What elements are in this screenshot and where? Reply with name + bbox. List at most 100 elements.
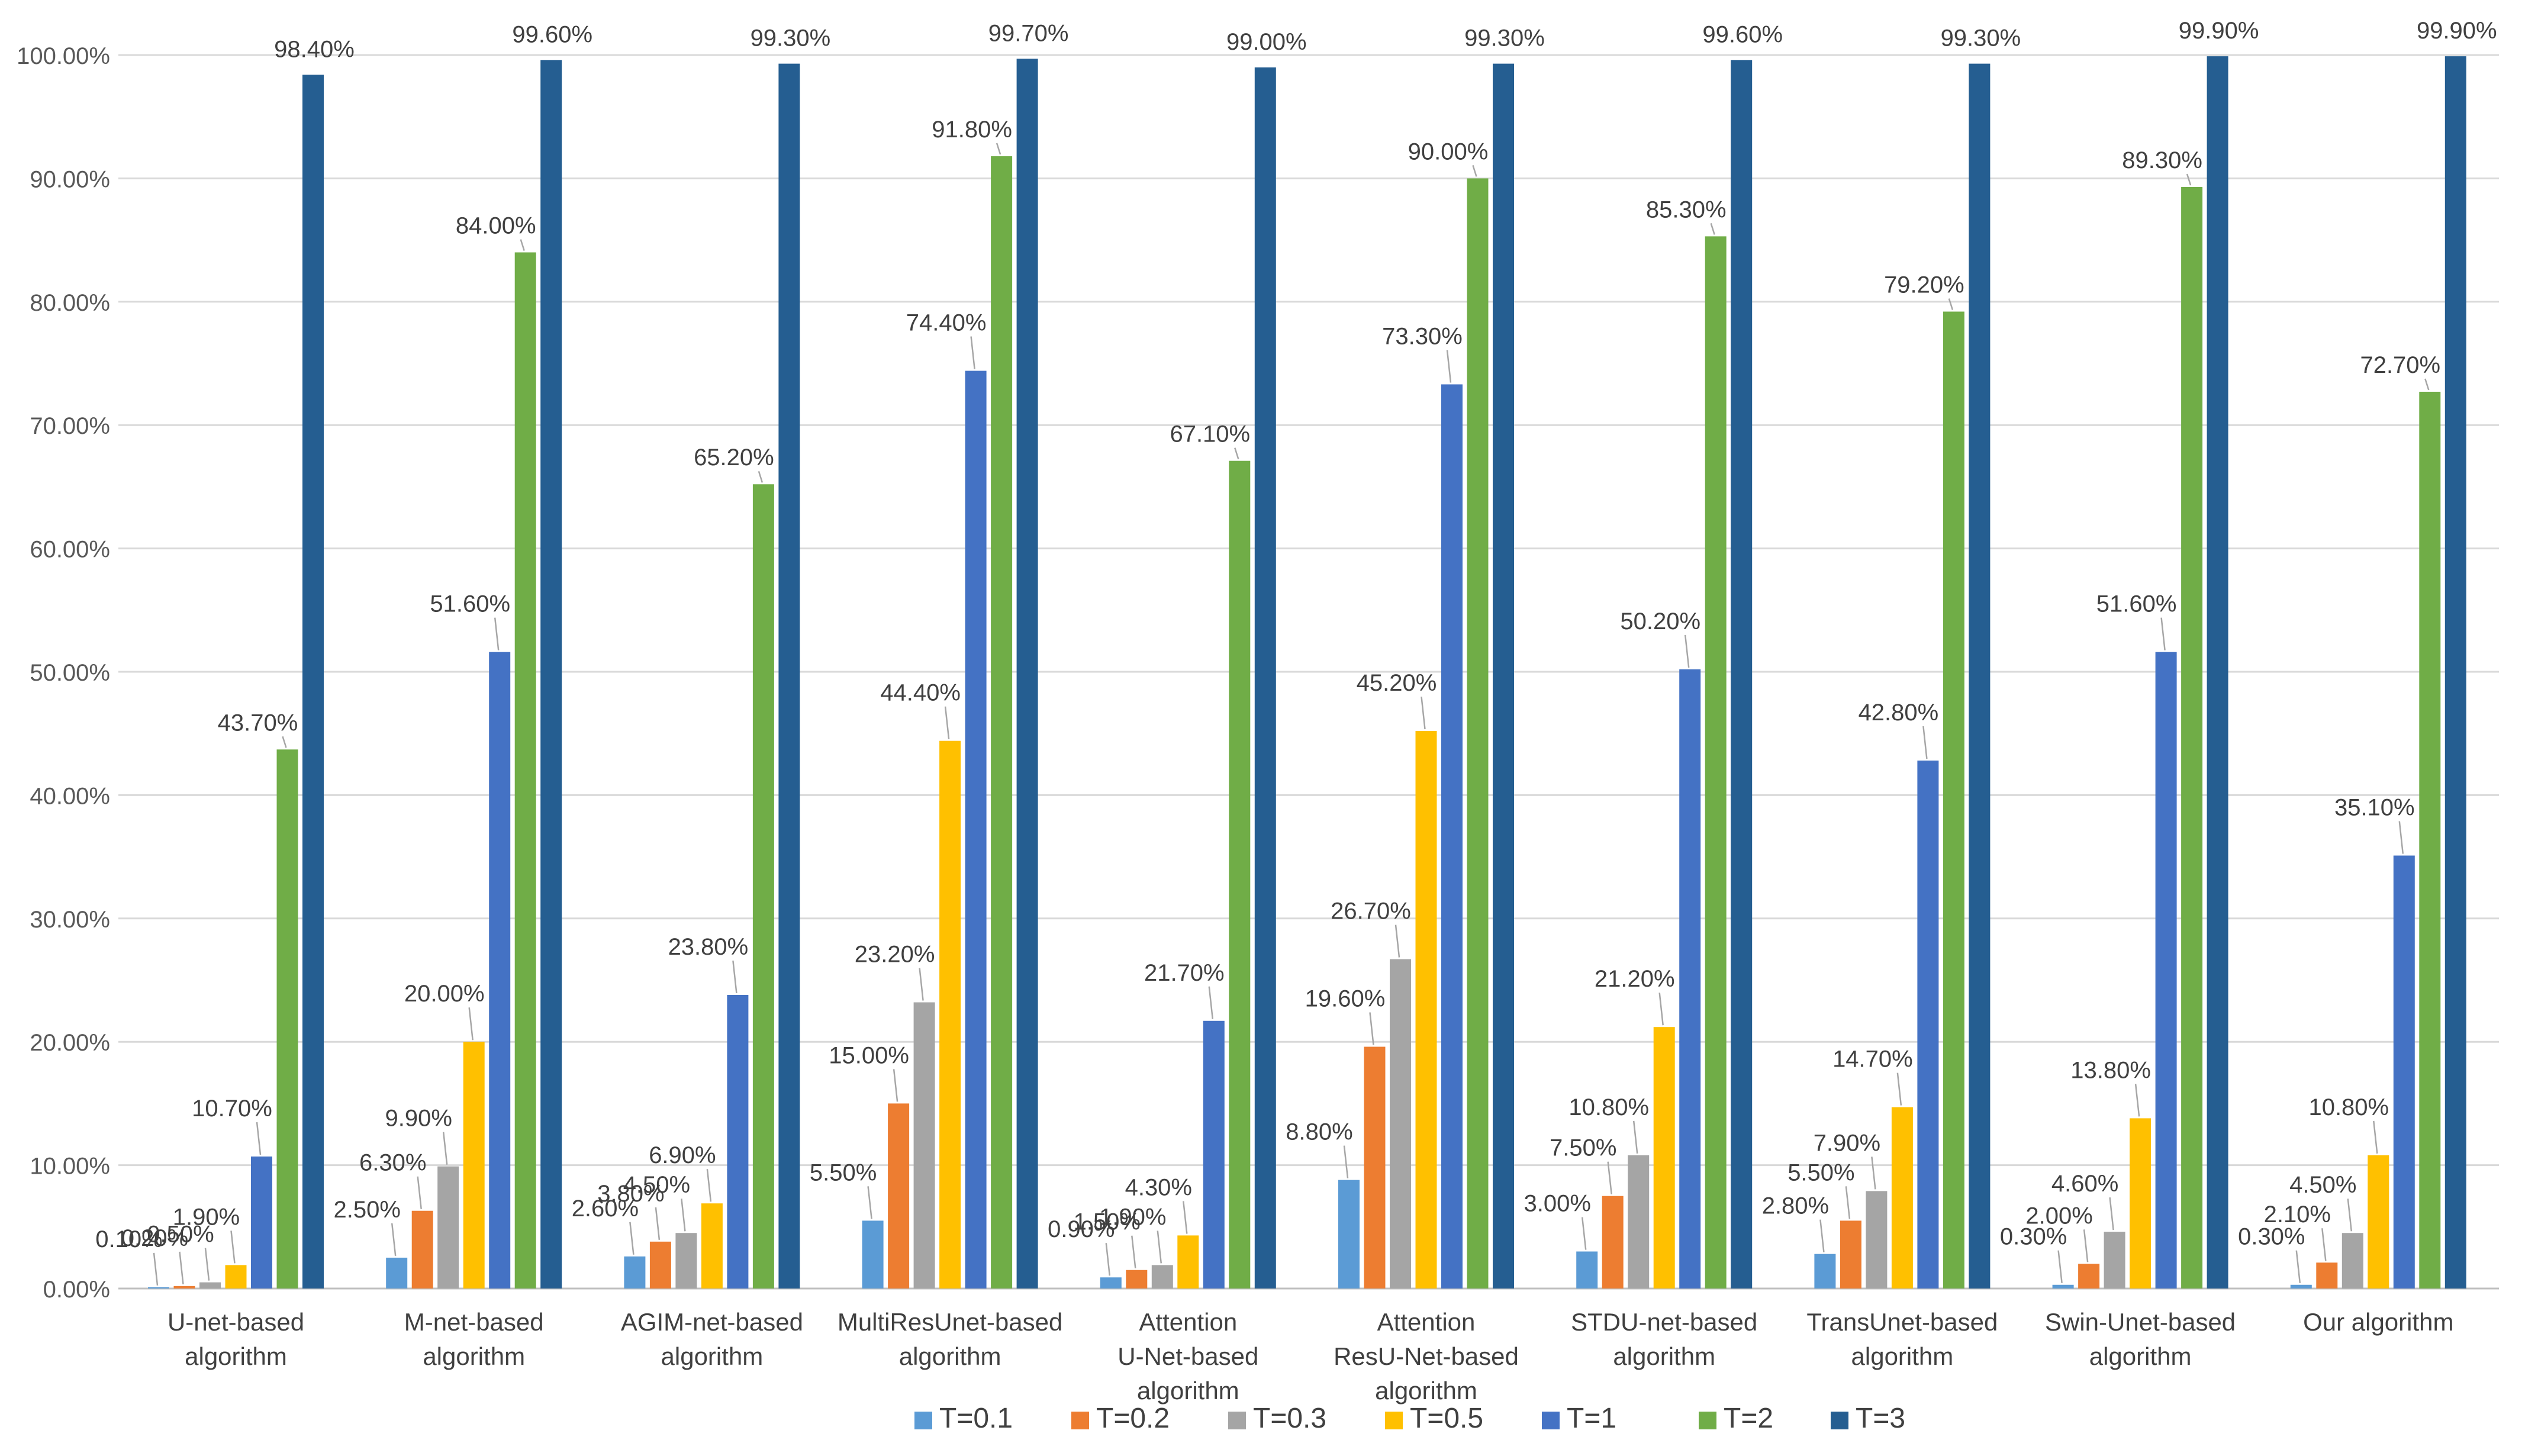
leader-line xyxy=(867,1186,872,1219)
bar xyxy=(173,1286,195,1289)
data-label: 99.30% xyxy=(1464,25,1545,51)
leader-line xyxy=(2057,1250,2063,1283)
leader-line xyxy=(1922,726,1928,759)
legend-swatch xyxy=(1542,1412,1560,1429)
leader-line xyxy=(1105,1243,1111,1276)
legend-label: T=2 xyxy=(1724,1403,1773,1434)
data-label: 98.40% xyxy=(274,36,355,62)
data-label: 10.70% xyxy=(192,1096,272,1122)
bar xyxy=(1254,67,1276,1289)
data-label: 6.90% xyxy=(649,1142,716,1168)
data-label: 43.70% xyxy=(218,710,298,736)
x-category-label: algorithm xyxy=(185,1342,287,1370)
bar xyxy=(2130,1118,2151,1289)
leader-line xyxy=(758,471,764,483)
legend-label: T=0.5 xyxy=(1410,1403,1483,1434)
bar xyxy=(1840,1220,1861,1289)
bar xyxy=(1338,1180,1360,1289)
bar xyxy=(148,1287,169,1289)
data-label: 13.80% xyxy=(2070,1057,2151,1083)
bar xyxy=(514,252,536,1289)
x-category-label: algorithm xyxy=(1851,1342,1954,1370)
y-tick-label: 60.00% xyxy=(30,537,110,563)
bars xyxy=(148,56,2466,1289)
bar xyxy=(939,740,961,1289)
bar xyxy=(437,1166,459,1289)
bar xyxy=(2316,1262,2338,1289)
data-label: 99.60% xyxy=(1702,21,1783,47)
bar xyxy=(489,652,511,1289)
bar xyxy=(1016,59,1038,1289)
leader-line xyxy=(1343,1145,1349,1178)
bar xyxy=(2290,1284,2312,1289)
bar xyxy=(1943,311,1964,1289)
data-label: 1.50% xyxy=(1074,1209,1141,1235)
bar xyxy=(2207,56,2228,1289)
data-label: 99.30% xyxy=(1941,25,2021,51)
data-label: 45.20% xyxy=(1357,670,1437,696)
data-label: 1.90% xyxy=(1099,1204,1166,1230)
bar xyxy=(624,1256,646,1289)
data-label: 4.30% xyxy=(1125,1174,1192,1200)
bar xyxy=(1576,1251,1598,1289)
leader-line xyxy=(2373,1120,2378,1154)
data-label: 44.40% xyxy=(880,680,961,706)
data-label: 73.30% xyxy=(1382,323,1463,349)
leader-line xyxy=(1421,696,1426,730)
data-label: 10.80% xyxy=(2308,1094,2389,1120)
data-label: 8.80% xyxy=(1286,1119,1352,1145)
data-label: 9.90% xyxy=(385,1106,452,1132)
leader-line xyxy=(256,1122,262,1155)
y-tick-label: 50.00% xyxy=(30,660,110,686)
legend-label: T=0.2 xyxy=(1096,1403,1170,1434)
leader-line xyxy=(1446,350,1452,383)
data-label: 21.20% xyxy=(1595,966,1675,992)
y-axis: 0.00% 10.00% 20.00% 30.00% 40.00% 50.00% 60.00… xyxy=(17,43,110,1303)
leader-line xyxy=(391,1223,397,1257)
x-category-label: MultiResUnet-based xyxy=(838,1308,1063,1336)
leader-line xyxy=(2160,617,2166,650)
y-tick-label: 10.00% xyxy=(30,1154,110,1180)
data-label: 0.50% xyxy=(147,1222,214,1248)
data-label: 20.00% xyxy=(404,981,485,1007)
data-label: 3.00% xyxy=(1524,1190,1590,1216)
x-category-label: U-net-based xyxy=(168,1308,304,1336)
bar xyxy=(463,1042,485,1289)
leader-line xyxy=(1208,986,1214,1019)
leader-line xyxy=(2424,378,2430,391)
x-category-label: algorithm xyxy=(2089,1342,2192,1370)
bar xyxy=(2104,1232,2125,1289)
bar xyxy=(1628,1155,1650,1289)
bar xyxy=(1100,1277,1122,1289)
leader-line xyxy=(629,1222,634,1255)
data-label: 35.10% xyxy=(2334,795,2415,821)
bar xyxy=(1891,1107,1913,1289)
leader-line xyxy=(655,1207,661,1240)
data-label: 23.80% xyxy=(668,934,749,960)
bar xyxy=(2341,1233,2363,1289)
x-category-label: Swin-Unet-based xyxy=(2045,1308,2236,1336)
bar xyxy=(1679,669,1701,1289)
data-label: 21.70% xyxy=(1144,960,1225,986)
bar xyxy=(1866,1191,1888,1289)
data-label: 5.50% xyxy=(810,1159,877,1186)
data-label: 84.00% xyxy=(456,212,536,239)
leader-line xyxy=(1472,165,1477,177)
bar xyxy=(1364,1046,1386,1289)
bar xyxy=(540,60,562,1289)
bar xyxy=(386,1257,408,1289)
x-category-label: algorithm xyxy=(1375,1377,1477,1405)
bar xyxy=(1229,460,1251,1289)
leader-line xyxy=(1684,634,1690,668)
leader-line xyxy=(1710,223,1715,235)
leader-line xyxy=(442,1132,448,1165)
data-label: 7.50% xyxy=(1550,1135,1616,1161)
data-label: 89.30% xyxy=(2122,147,2202,173)
bar xyxy=(701,1203,723,1289)
data-label: 2.80% xyxy=(1762,1193,1829,1219)
leader-line xyxy=(919,968,924,1001)
bar xyxy=(276,749,298,1289)
bar xyxy=(1151,1265,1173,1289)
leader-line xyxy=(1157,1230,1162,1264)
